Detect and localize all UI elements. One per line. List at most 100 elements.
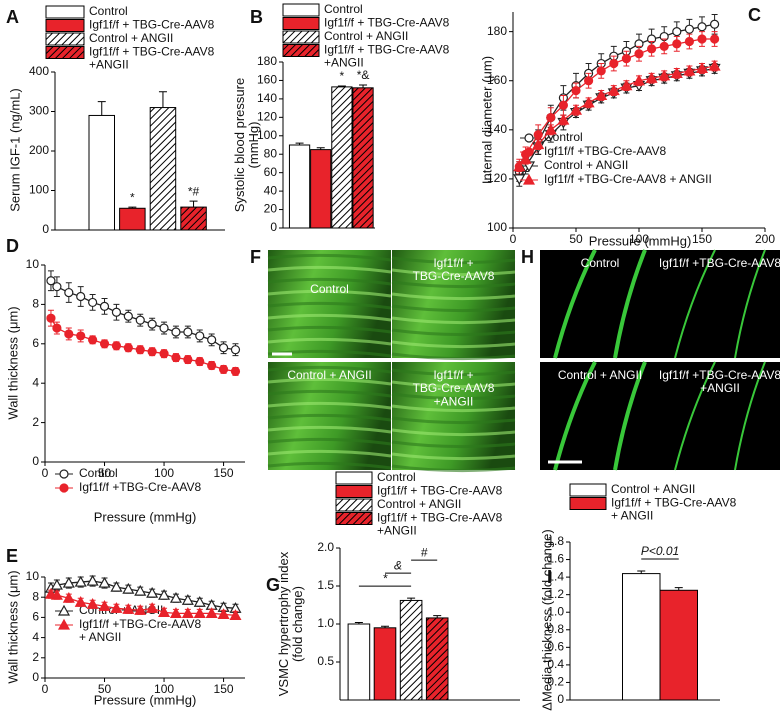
marker [46, 313, 56, 323]
y-tick-label: 100 [29, 183, 49, 197]
y-axis-label: Wall thickness (μm) [5, 570, 20, 683]
marker [546, 112, 556, 123]
y-tick-label: 60 [264, 165, 278, 179]
y-tick-label: 0 [32, 454, 39, 468]
marker [181, 607, 194, 618]
marker [709, 19, 720, 29]
marker [229, 609, 242, 620]
tile-label: Igf1f/f +TBG-Cre-AAV8+ANGII [413, 368, 495, 408]
y-tick-label: 80 [264, 146, 278, 160]
legend-swatch [282, 30, 320, 44]
marker [74, 575, 87, 587]
marker [46, 276, 56, 286]
vessel-wall [734, 361, 766, 471]
comparison-label: P<0.01 [641, 544, 679, 558]
y-tick-label: 1.2 [547, 587, 564, 601]
legend-swatch [335, 485, 373, 498]
legend-label: Control + ANGII [324, 29, 408, 43]
error-bar [295, 142, 304, 145]
bar [310, 149, 332, 229]
legend-swatch [569, 483, 607, 497]
marker [76, 331, 86, 341]
y-tick-label: 200 [29, 143, 49, 157]
x-axis-label: Pressure (mmHg) [589, 233, 692, 248]
vessel-wall [613, 361, 647, 471]
bar [288, 144, 311, 229]
marker [169, 607, 182, 618]
legend-marker [57, 618, 71, 630]
fiber [267, 325, 392, 334]
tile-label: Control [581, 256, 620, 270]
marker [571, 85, 581, 96]
legend-label: Igf1f/f + TBG-Cre-AAV8 +ANGII [324, 43, 450, 70]
y-tick-label: 0.2 [547, 675, 564, 689]
marker [86, 598, 99, 609]
bar [622, 573, 661, 701]
vessel-wall [674, 249, 716, 359]
fiber [391, 292, 516, 301]
y-axis-label: Serum IGF-1 (ng/mL) [7, 88, 22, 212]
x-tick-label: 50 [569, 232, 583, 246]
marker [230, 345, 241, 355]
error-bar [637, 570, 646, 574]
marker [183, 354, 193, 365]
bar [352, 87, 374, 229]
error-bar [354, 621, 363, 624]
marker [123, 343, 133, 353]
marker [684, 24, 695, 34]
marker [670, 67, 683, 78]
fiber [391, 380, 516, 389]
marker [88, 335, 98, 345]
y-tick-label: 120 [487, 171, 507, 185]
fiber [391, 428, 516, 437]
marker [557, 113, 570, 125]
y-tick-label: 0.4 [547, 657, 564, 671]
bar [659, 589, 698, 701]
fiber [391, 392, 516, 401]
legend-swatch [335, 498, 373, 512]
x-tick-label: 150 [214, 682, 234, 696]
marker [98, 576, 111, 588]
y-axis-label: Internal diameter (μm) [479, 56, 494, 184]
panel-letter: I [547, 567, 552, 587]
marker [697, 34, 707, 44]
legend-swatch [335, 512, 373, 525]
marker [123, 311, 133, 321]
legend-label: Igf1f/f +TBG-Cre-AAV8 + ANGII [79, 617, 201, 644]
x-tick-label: 150 [692, 232, 712, 246]
marker [181, 593, 194, 605]
marker [708, 59, 721, 71]
marker [658, 69, 671, 81]
fiber [267, 277, 392, 286]
comparison-label: * [383, 571, 388, 585]
marker [74, 596, 87, 607]
y-tick-label: 1.5 [317, 578, 334, 592]
y-tick-label: 0.6 [547, 640, 564, 654]
error-bar [337, 85, 346, 87]
marker [147, 319, 157, 329]
y-tick-label: 6 [32, 336, 39, 350]
x-tick-label: 0 [42, 466, 49, 480]
marker [684, 36, 695, 47]
marker [171, 327, 181, 337]
marker [62, 576, 75, 588]
marker [98, 600, 111, 611]
marker [621, 54, 632, 64]
y-tick-label: 2 [32, 650, 39, 664]
legend-swatch [282, 44, 320, 57]
y-tick-label: 1.0 [317, 616, 334, 630]
fiber [267, 365, 392, 374]
fiber [391, 268, 516, 277]
error-bar [433, 615, 442, 618]
y-tick-label: 1.0 [547, 604, 564, 618]
y-axis-label: ΔMedia thickness (fold change) [539, 529, 554, 710]
legend-swatch [45, 32, 85, 46]
marker [110, 602, 123, 613]
fiber [391, 316, 516, 325]
y-tick-label: 180 [257, 54, 277, 68]
marker [122, 582, 135, 594]
marker [569, 103, 583, 115]
fiber [391, 440, 516, 449]
marker [646, 44, 657, 54]
